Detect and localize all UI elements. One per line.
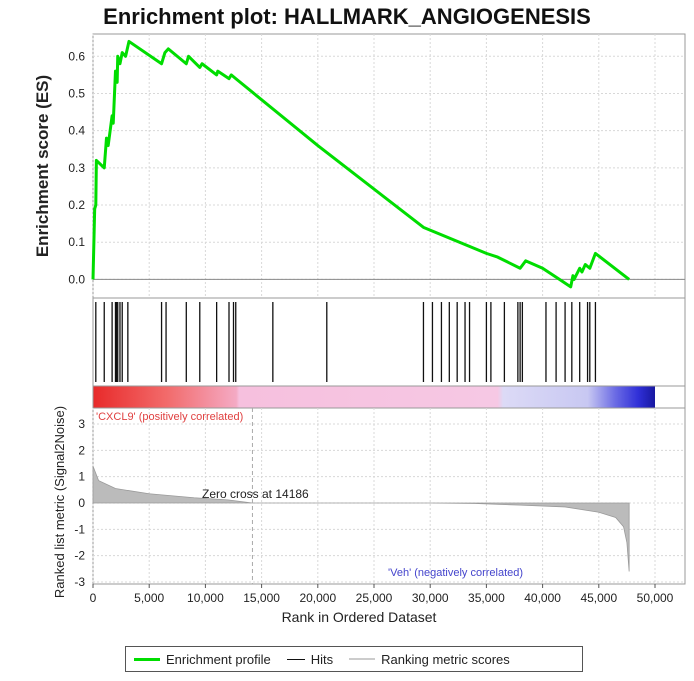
x-tick-label: 50,000 bbox=[637, 591, 674, 605]
axes: 0 5,000 10,000 15,000 20,000 25,000 30,000 35,0… bbox=[90, 584, 674, 625]
negative-correlation-label: 'Veh' (negatively correlated) bbox=[388, 567, 523, 579]
ranking-colorbar bbox=[92, 385, 686, 409]
y-tick-label: 0.0 bbox=[68, 272, 85, 286]
y-tick-label: 0.2 bbox=[68, 198, 85, 212]
legend-metric-label: Ranking metric scores bbox=[381, 651, 510, 667]
metric-y-tick-label: -2 bbox=[74, 549, 85, 563]
x-tick-label: 20,000 bbox=[299, 591, 336, 605]
x-axis-label: Rank in Ordered Dataset bbox=[282, 609, 437, 625]
metric-y-tick-label: 2 bbox=[78, 443, 85, 457]
metric-frame bbox=[92, 407, 686, 585]
legend: Enrichment profile Hits Ranking metric s… bbox=[125, 646, 583, 672]
chart-title: Enrichment plot: HALLMARK_ANGIOGENESIS bbox=[103, 4, 591, 29]
ranking-metric-area bbox=[92, 465, 630, 572]
x-tick-label: 10,000 bbox=[187, 591, 224, 605]
x-tick-label: 25,000 bbox=[356, 591, 393, 605]
enrichment-frame bbox=[92, 33, 686, 299]
hits-frame bbox=[92, 297, 686, 387]
legend-profile-swatch bbox=[134, 657, 160, 661]
metric-y-tick-label: 0 bbox=[78, 496, 85, 510]
legend-hits-label: Hits bbox=[310, 651, 334, 667]
y-tick-label: 0.6 bbox=[68, 49, 85, 63]
legend-item-profile: Enrichment profile bbox=[134, 652, 271, 667]
x-tick-label: 45,000 bbox=[580, 591, 617, 605]
legend-profile-label: Enrichment profile bbox=[166, 651, 271, 667]
x-tick-label: 40,000 bbox=[524, 591, 561, 605]
metric-y-tick-label: 3 bbox=[78, 417, 85, 431]
enrichment-panel: 0.0 0.1 0.2 0.3 0.4 0.5 0.6 Enrichment score (E… bbox=[33, 33, 686, 299]
ranking-metric-panel: 3 2 1 0 -1 -2 -3 Zero cross at 14186 'CXCL9' (po… bbox=[52, 406, 686, 598]
metric-y-label: Ranked list metric (Signal2Noise) bbox=[52, 406, 67, 598]
enrichment-profile-line bbox=[91, 39, 631, 289]
y-tick-label: 0.4 bbox=[68, 124, 85, 138]
legend-hits-swatch bbox=[286, 658, 305, 660]
enrichment-y-label: Enrichment score (ES) bbox=[33, 75, 52, 257]
y-tick-label: 0.5 bbox=[68, 86, 85, 100]
legend-metric-swatch bbox=[349, 658, 376, 660]
x-tick-label: 30,000 bbox=[412, 591, 449, 605]
ranking-colorbar-fill bbox=[93, 386, 655, 408]
x-tick-label: 0 bbox=[90, 591, 97, 605]
hits-panel bbox=[92, 297, 686, 387]
legend-item-hits: Hits bbox=[286, 651, 334, 667]
y-tick-label: 0.1 bbox=[68, 235, 85, 249]
x-tick-label: 35,000 bbox=[468, 591, 505, 605]
zero-cross-label: Zero cross at 14186 bbox=[202, 487, 309, 501]
y-tick-label: 0.3 bbox=[68, 161, 85, 175]
x-tick-label: 15,000 bbox=[243, 591, 280, 605]
legend-item-metric: Ranking metric scores bbox=[349, 652, 510, 667]
positive-correlation-label: 'CXCL9' (positively correlated) bbox=[96, 411, 243, 423]
x-tick-label: 5,000 bbox=[134, 591, 164, 605]
metric-y-tick-label: -3 bbox=[74, 575, 85, 589]
metric-y-tick-label: -1 bbox=[74, 522, 85, 536]
metric-y-tick-label: 1 bbox=[78, 470, 85, 484]
